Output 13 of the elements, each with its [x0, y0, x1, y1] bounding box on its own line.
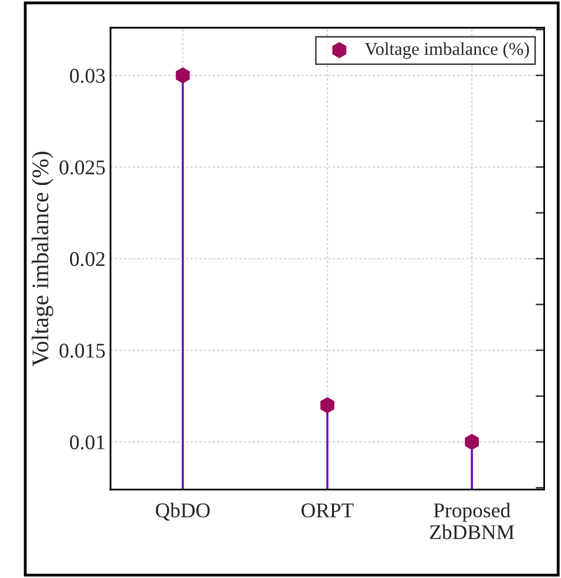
y-tick-label: 0.03 [70, 68, 105, 83]
point [464, 434, 479, 450]
x-tick-label: Proposed ZbDBNM [430, 502, 514, 540]
point [320, 397, 334, 414]
y-axis-title: Voltage imbalance (%) [32, 152, 54, 366]
legend-label: Voltage imbalance (%) [364, 42, 529, 59]
x-tick-label: ORPT [302, 503, 354, 518]
x-tick-label: QbDO [156, 502, 210, 521]
y-tick-label: 0.025 [60, 160, 105, 175]
y-tick-label: 0.02 [70, 252, 105, 266]
point [176, 67, 190, 84]
y-tick-label: 0.01 [70, 435, 104, 450]
y-tick-label: 0.015 [60, 344, 105, 358]
